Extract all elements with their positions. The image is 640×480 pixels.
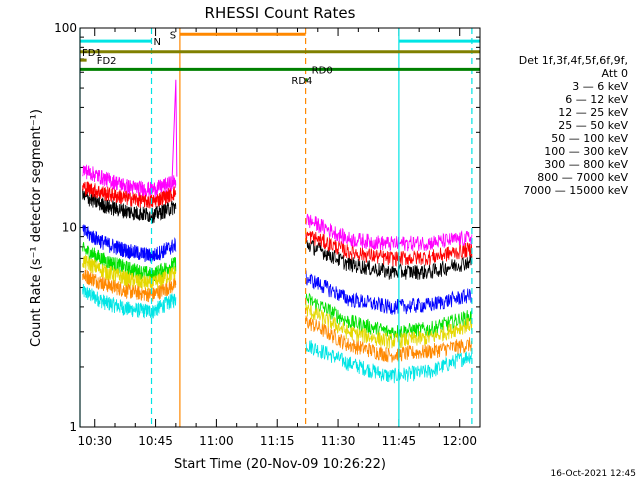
y-tick-label: 1: [69, 420, 77, 434]
event-label: FD1: [82, 48, 102, 59]
legend-entry: 6 — 12 keV: [565, 93, 628, 106]
y-tick-label: 100: [54, 21, 77, 35]
legend-header: Att 0: [602, 67, 628, 80]
series-line: [82, 254, 177, 293]
series-line: [82, 188, 177, 224]
event-label: N: [154, 37, 161, 48]
y-tick-label: 10: [62, 221, 77, 235]
event-label: RD4: [291, 76, 312, 87]
series-line: [305, 228, 473, 267]
series-line: [305, 270, 473, 315]
series-line: [305, 340, 473, 384]
legend-entry: 100 — 300 keV: [544, 145, 628, 158]
x-tick-label: 11:00: [199, 434, 234, 448]
legend-entry: 12 — 25 keV: [558, 106, 628, 119]
series-line: [82, 164, 177, 199]
legend-entry: 50 — 100 keV: [551, 132, 628, 145]
series-line: [305, 304, 473, 349]
series-line: [305, 213, 473, 252]
x-axis-label: Start Time (20-Nov-09 10:26:22): [174, 457, 386, 472]
event-label: FD2: [97, 56, 117, 67]
legend-entry: 800 — 7000 keV: [537, 171, 628, 184]
legend-entry: 300 — 800 keV: [544, 158, 628, 171]
x-tick-label: 10:30: [77, 434, 112, 448]
plot-frame: [79, 27, 481, 428]
event-label: S: [170, 30, 176, 41]
series-line: [82, 269, 177, 303]
event-label: RD0: [312, 65, 333, 76]
legend-entry: 3 — 6 keV: [572, 80, 628, 93]
series-line: [82, 224, 177, 263]
series-line: [82, 284, 177, 319]
x-tick-label: 11:45: [382, 434, 417, 448]
timestamp: 16-Oct-2021 12:45: [551, 469, 636, 479]
legend-header: Det 1f,3f,4f,5f,6f,9f,: [519, 54, 628, 67]
x-tick-label: 12:00: [442, 434, 477, 448]
chart-title: RHESSI Count Rates: [205, 4, 356, 22]
series-line: [305, 238, 473, 280]
series-line: [82, 181, 177, 209]
series-spike: [171, 79, 178, 187]
series-line: [305, 315, 473, 363]
series-line: [305, 292, 473, 340]
legend-entry: 7000 — 15000 keV: [523, 184, 628, 197]
plot-area: 1 10 100 10:30 10:45 11:00 11:15 11:30 11:45 12:0…: [54, 21, 481, 448]
x-tick-label: 11:15: [260, 434, 295, 448]
x-tick-label: 11:30: [321, 434, 356, 448]
legend-entry: 25 — 50 keV: [558, 119, 628, 132]
y-axis-label: Count Rate (s⁻¹ detector segment⁻¹): [29, 109, 44, 347]
x-tick-label: 10:45: [138, 434, 173, 448]
